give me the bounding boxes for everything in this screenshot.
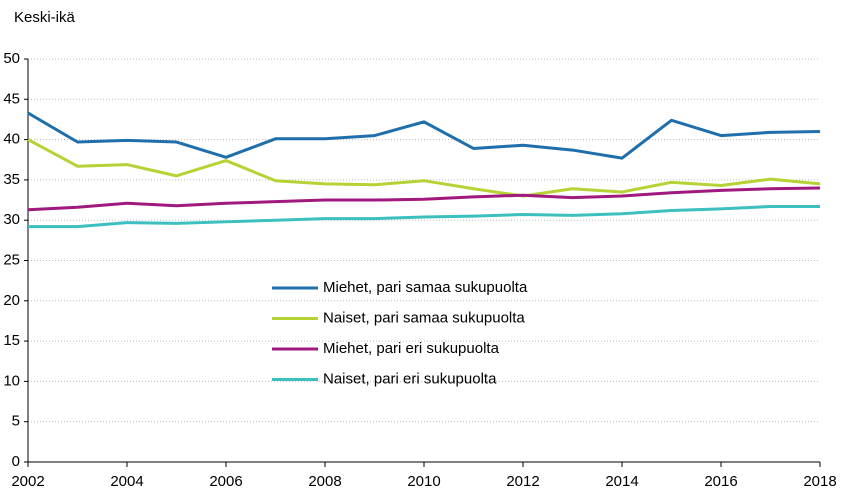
x-tick-label: 2010: [407, 473, 440, 490]
series-line: [27, 186, 821, 212]
y-tick-label: 15: [3, 332, 20, 349]
x-tick-label: 2014: [605, 473, 638, 490]
y-tick-label: 0: [12, 453, 20, 470]
legend-label: Miehet, pari samaa sukupuolta: [323, 279, 528, 296]
x-tick-label: 2006: [209, 473, 242, 490]
legend-label: Miehet, pari eri sukupuolta: [323, 340, 500, 357]
series-line: [27, 111, 821, 160]
x-tick-label: 2012: [506, 473, 539, 490]
y-tick-label: 35: [3, 171, 20, 188]
legend-label: Naiset, pari eri sukupuolta: [323, 370, 497, 387]
x-tick-label: 2004: [110, 473, 143, 490]
y-tick-label: 30: [3, 211, 20, 228]
y-tick-label: 25: [3, 251, 20, 268]
x-tick-label: 2008: [308, 473, 341, 490]
y-tick-label: 5: [12, 413, 20, 430]
y-tick-label: 45: [3, 90, 20, 107]
x-tick-label: 2002: [11, 473, 44, 490]
series-line: [28, 204, 820, 229]
y-tick-label: 40: [3, 131, 20, 148]
y-tick-label: 50: [3, 50, 20, 67]
y-tick-label: 10: [3, 372, 20, 389]
legend-label: Naiset, pari samaa sukupuolta: [323, 309, 525, 326]
y-axis-label: Keski-ikä: [14, 9, 76, 26]
x-tick-label: 2016: [704, 473, 737, 490]
y-tick-label: 20: [3, 292, 20, 309]
series-line: [27, 138, 821, 198]
x-tick-label: 2018: [803, 473, 836, 490]
